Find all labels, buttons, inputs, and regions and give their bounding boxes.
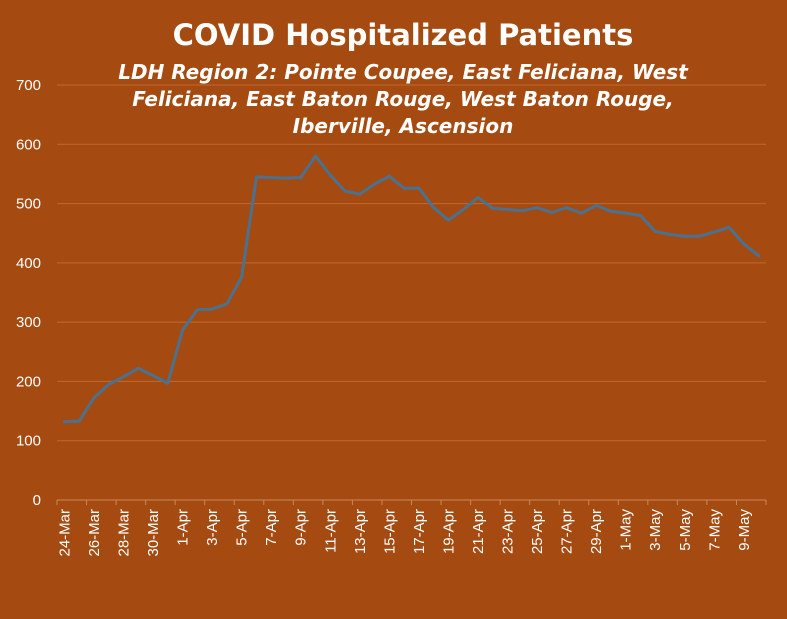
data-point bbox=[712, 230, 716, 234]
data-point bbox=[491, 206, 495, 210]
data-point bbox=[609, 209, 613, 213]
data-point bbox=[594, 203, 598, 207]
y-tick-label: 700 bbox=[16, 77, 41, 94]
y-axis-tick-labels: 0 100 200 300 400 500 600 700 bbox=[16, 77, 41, 509]
x-tick-label: 29-Apr bbox=[588, 509, 605, 554]
axes bbox=[56, 499, 767, 505]
data-point bbox=[77, 419, 81, 423]
chart-subtitle-line-3: Iberville, Ascension bbox=[293, 114, 514, 138]
gridlines bbox=[57, 84, 766, 442]
y-tick-label: 100 bbox=[16, 433, 41, 450]
data-point bbox=[432, 206, 436, 210]
data-point bbox=[624, 211, 628, 215]
data-point bbox=[121, 375, 125, 379]
x-tick-label: 1-May bbox=[618, 509, 635, 551]
data-point bbox=[757, 254, 761, 258]
data-point bbox=[166, 381, 170, 385]
data-point bbox=[136, 366, 140, 370]
data-point bbox=[727, 225, 731, 229]
x-tick-label: 17-Apr bbox=[411, 509, 428, 554]
x-tick-label: 1-Apr bbox=[175, 509, 192, 546]
chart-subtitle-line-2: Feliciana, East Baton Rouge, West Baton … bbox=[132, 87, 673, 111]
data-point bbox=[550, 210, 554, 214]
x-axis-tick-labels: 24-Mar 26-Mar 28-Mar 30-Mar 1-Apr 3-Apr 5-Apr 7… bbox=[56, 509, 752, 557]
y-tick-label: 200 bbox=[16, 373, 41, 390]
data-point bbox=[210, 307, 214, 311]
x-tick-label: 26-Mar bbox=[86, 509, 103, 557]
y-tick-label: 0 bbox=[33, 492, 41, 509]
x-tick-label: 9-Apr bbox=[293, 509, 310, 546]
data-point bbox=[520, 209, 524, 213]
data-point bbox=[92, 396, 96, 400]
data-point bbox=[225, 302, 229, 306]
x-tick-label: 27-Apr bbox=[559, 509, 576, 554]
data-point bbox=[446, 218, 450, 222]
x-tick-label: 5-Apr bbox=[234, 509, 251, 546]
data-point bbox=[565, 206, 569, 210]
data-point bbox=[387, 174, 391, 178]
data-point bbox=[254, 175, 258, 179]
data-point bbox=[698, 234, 702, 238]
data-point bbox=[358, 192, 362, 196]
x-tick-label: 19-Apr bbox=[440, 509, 457, 554]
data-point bbox=[313, 154, 317, 158]
data-point bbox=[299, 175, 303, 179]
data-point bbox=[195, 308, 199, 312]
data-point bbox=[417, 186, 421, 190]
x-tick-label: 23-Apr bbox=[500, 509, 517, 554]
data-point bbox=[402, 186, 406, 190]
x-tick-label: 24-Mar bbox=[56, 509, 73, 557]
x-tick-label: 3-Apr bbox=[204, 509, 221, 546]
x-tick-label: 11-Apr bbox=[322, 509, 339, 553]
y-tick-label: 300 bbox=[16, 314, 41, 331]
data-point bbox=[461, 208, 465, 211]
data-point bbox=[683, 234, 687, 238]
x-tick-label: 9-May bbox=[736, 509, 753, 551]
data-point bbox=[476, 196, 480, 200]
series-line-0 bbox=[62, 154, 761, 424]
chart-title: COVID Hospitalized Patients bbox=[173, 18, 634, 52]
x-tick-label: 7-May bbox=[706, 509, 723, 551]
data-point bbox=[373, 182, 377, 186]
y-tick-label: 500 bbox=[16, 196, 41, 213]
x-tick-label: 5-May bbox=[677, 509, 694, 551]
data-point bbox=[181, 328, 185, 332]
y-tick-label: 400 bbox=[16, 255, 41, 272]
x-tick-label: 15-Apr bbox=[381, 509, 398, 554]
data-point bbox=[653, 229, 657, 233]
x-tick-label: 13-Apr bbox=[352, 509, 369, 554]
chart-subtitle-line-1: LDH Region 2: Pointe Coupee, East Felici… bbox=[118, 60, 689, 84]
data-point bbox=[62, 420, 66, 424]
data-point bbox=[284, 176, 288, 180]
x-tick-label: 7-Apr bbox=[263, 509, 280, 546]
data-point bbox=[151, 374, 155, 377]
data-point bbox=[579, 211, 583, 215]
data-point bbox=[328, 173, 332, 177]
data-point bbox=[535, 206, 539, 210]
data-point bbox=[269, 175, 273, 179]
data-point bbox=[668, 232, 672, 236]
data-point bbox=[742, 242, 746, 246]
x-tick-label: 21-Apr bbox=[470, 509, 487, 554]
x-tick-label: 25-Apr bbox=[529, 509, 546, 554]
data-point bbox=[343, 189, 347, 193]
data-point bbox=[240, 275, 244, 279]
data-point bbox=[107, 382, 111, 386]
y-tick-label: 600 bbox=[16, 136, 41, 153]
x-tick-label: 3-May bbox=[647, 509, 664, 551]
x-tick-label: 28-Mar bbox=[115, 509, 132, 557]
data-point bbox=[506, 208, 510, 211]
series-layer bbox=[62, 154, 761, 424]
data-point bbox=[638, 213, 642, 217]
x-tick-label: 30-Mar bbox=[145, 509, 162, 557]
